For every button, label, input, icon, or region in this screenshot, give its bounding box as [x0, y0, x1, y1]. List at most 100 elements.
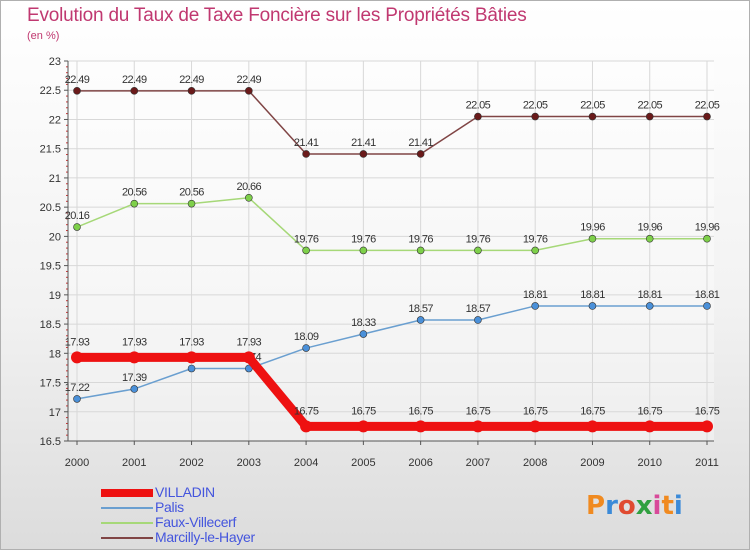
y-tick-label: 17.5 [40, 378, 61, 390]
data-label: 20.56 [179, 187, 204, 199]
series-line [76, 197, 708, 252]
data-label: 22.49 [122, 74, 147, 86]
x-tick-label: 2003 [237, 457, 261, 469]
x-tick-label: 2001 [122, 457, 146, 469]
data-point [588, 112, 597, 121]
x-tick-label: 2009 [580, 457, 604, 469]
data-label: 19.76 [466, 233, 491, 245]
y-tick-label: 22 [49, 114, 61, 126]
data-label: 19.96 [580, 222, 605, 234]
data-point [130, 199, 139, 208]
legend: VILLADIN Palis Faux-Villecerf Marcilly-le-H… [101, 485, 361, 545]
data-point [588, 302, 597, 310]
legend-item: Palis [101, 500, 361, 515]
data-label: 17.93 [122, 336, 147, 348]
data-label: 16.75 [580, 405, 605, 417]
data-label: 16.75 [523, 405, 548, 417]
x-tick-label: 2004 [294, 457, 318, 469]
y-tick-label: 22.5 [40, 85, 61, 97]
data-label: 18.81 [637, 289, 662, 301]
data-point [474, 316, 482, 324]
data-label: 17.93 [65, 336, 90, 348]
data-label: 18.81 [695, 289, 720, 301]
data-label: 18.33 [351, 317, 376, 329]
legend-label: Faux-Villecerf [155, 514, 237, 530]
data-point [471, 420, 484, 433]
series-line [76, 90, 708, 155]
data-label: 22.05 [637, 100, 662, 112]
data-point [245, 194, 253, 202]
y-tick-label: 19.5 [40, 261, 61, 273]
data-label: 19.96 [637, 222, 662, 234]
x-tick-label: 2000 [65, 457, 89, 469]
legend-item: VILLADIN [101, 485, 361, 500]
chart-title: Evolution du Taux de Taxe Foncière sur l… [27, 5, 527, 26]
logo-letter: P [586, 491, 606, 521]
legend-swatch [101, 537, 153, 539]
x-tick-label: 2010 [637, 457, 661, 469]
data-point [302, 246, 310, 255]
data-point [531, 302, 539, 310]
x-tick-label: 2006 [408, 457, 432, 469]
x-tick-label: 2008 [523, 457, 547, 469]
y-tick-label: 19 [49, 290, 61, 302]
y-tick-label: 23 [49, 56, 61, 68]
data-label: 17.22 [65, 382, 90, 394]
x-tick-label: 2007 [466, 457, 490, 469]
data-point [645, 112, 654, 121]
legend-swatch [101, 507, 153, 509]
data-label: 17.93 [179, 336, 204, 348]
data-label: 18.57 [408, 303, 433, 315]
logo-letter: x [635, 491, 653, 521]
logo-letter: r [605, 491, 618, 521]
data-point [73, 395, 81, 403]
y-tick-label: 21.5 [40, 144, 61, 156]
data-label: 22.05 [466, 100, 491, 112]
data-label: 16.75 [351, 405, 376, 417]
data-label: 18.09 [294, 331, 319, 343]
data-point [130, 87, 139, 95]
series-line [72, 352, 712, 431]
data-point [187, 87, 196, 95]
data-point [73, 223, 81, 231]
data-point [242, 351, 255, 364]
legend-item: Marcilly-le-Hayer [101, 530, 361, 545]
data-point [359, 246, 368, 255]
data-label: 16.75 [637, 405, 662, 417]
logo-letter: t [661, 491, 674, 521]
y-tick-label: 18 [49, 348, 61, 360]
proxiti-logo: Proxiti [586, 491, 683, 521]
data-point [185, 351, 198, 364]
data-point [703, 234, 711, 243]
data-label: 22.05 [580, 100, 605, 112]
legend-label: Marcilly-le-Hayer [155, 529, 255, 545]
data-label: 21.41 [351, 137, 376, 149]
data-point [130, 385, 139, 393]
data-point [73, 87, 81, 95]
data-point [357, 420, 370, 433]
data-point [245, 87, 253, 95]
data-point [701, 420, 713, 433]
data-point [71, 351, 83, 364]
unit-label: (en %) [27, 30, 60, 42]
legend-label: VILLADIN [155, 484, 215, 500]
data-label: 22.05 [523, 100, 548, 112]
x-tick-label: 2011 [695, 457, 719, 469]
y-tick-label: 16.5 [40, 436, 61, 448]
series-line [76, 305, 708, 400]
data-label: 16.75 [294, 405, 319, 417]
legend-label: Palis [155, 499, 184, 515]
x-tick-label: 2005 [351, 457, 375, 469]
data-point [416, 316, 425, 324]
data-label: 19.76 [408, 233, 433, 245]
data-point [300, 420, 313, 433]
data-label: 17.93 [237, 336, 262, 348]
data-label: 22.05 [695, 100, 720, 112]
data-point [531, 112, 539, 121]
data-point [645, 234, 654, 243]
data-label: 20.16 [65, 210, 90, 222]
data-label: 22.49 [65, 74, 90, 86]
y-tick-label: 20 [49, 231, 61, 243]
data-point [703, 112, 711, 121]
data-point [414, 420, 427, 433]
